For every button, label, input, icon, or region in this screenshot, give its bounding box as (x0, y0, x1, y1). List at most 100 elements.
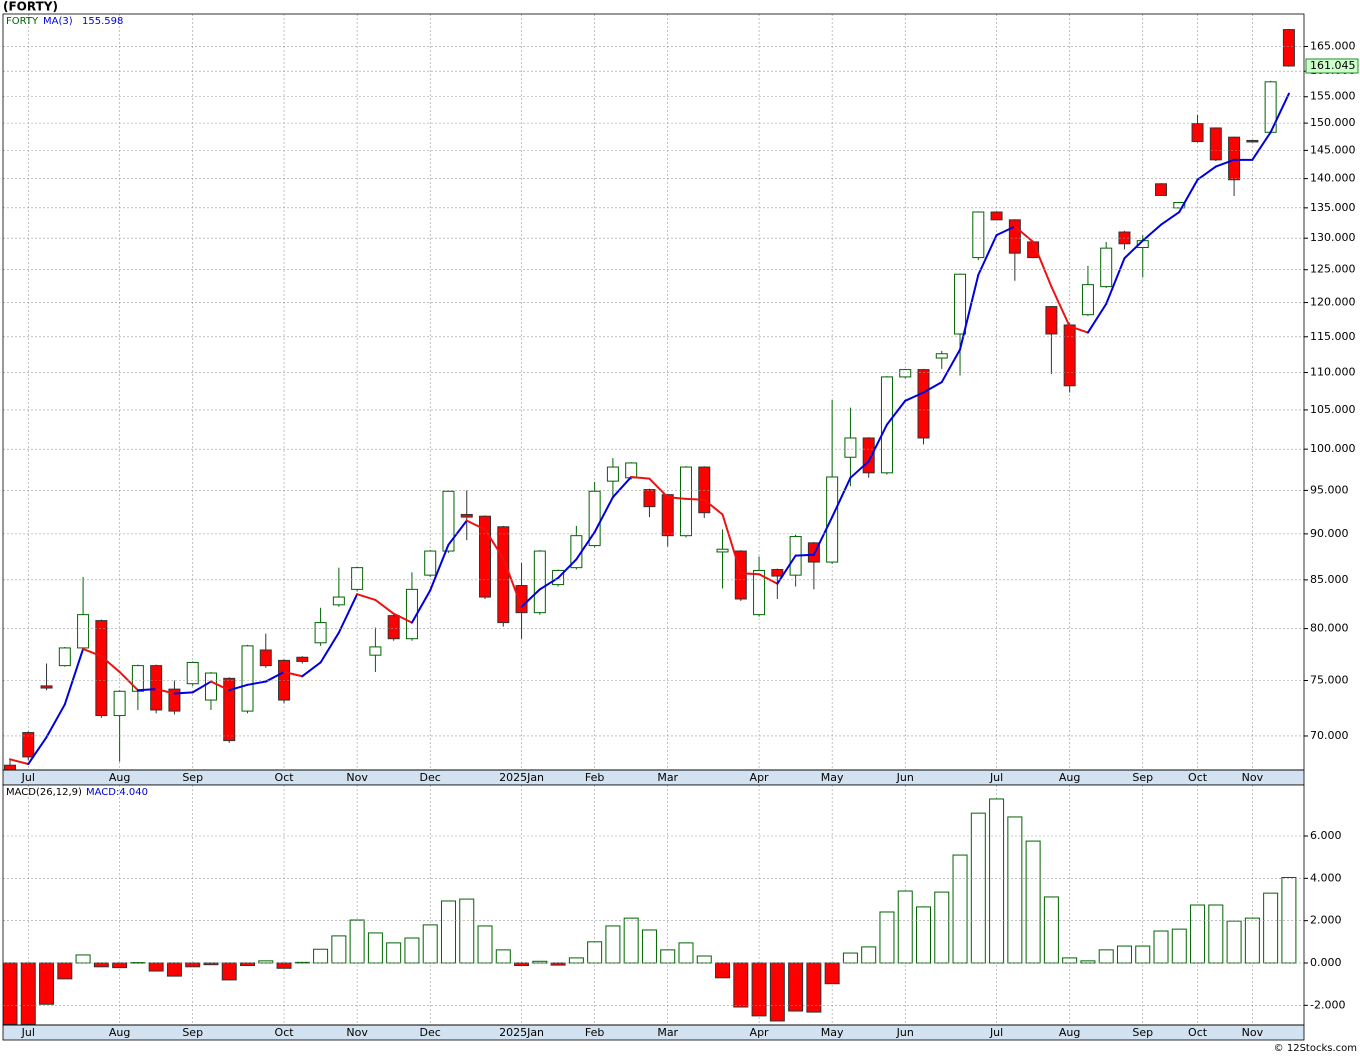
macd-bar (1043, 896, 1059, 964)
ma-segment (27, 736, 48, 766)
candle-body (1008, 219, 1021, 254)
macd-bar (1226, 920, 1242, 964)
ma-segment (593, 496, 614, 534)
page-title: (FORTY) (3, 0, 58, 14)
ma-segment (1178, 178, 1199, 214)
x-tick-label: 2025Jan (499, 771, 544, 784)
macd-bar (514, 962, 530, 967)
candle-body (95, 620, 108, 717)
candle-body (369, 646, 382, 656)
candle-body (606, 466, 619, 482)
x-tick-label: Feb (585, 1026, 604, 1039)
macd-bar (916, 906, 931, 964)
macd-bar (568, 957, 584, 964)
ma-segment (410, 589, 432, 624)
ma-segment (520, 588, 541, 608)
macd-bar (751, 962, 767, 1017)
candle-body (131, 665, 144, 692)
x-tick-label: Sep (182, 1026, 203, 1039)
macd-bar (660, 949, 676, 964)
macd-bar (367, 932, 383, 964)
y-tick-label: 105.000 (1310, 403, 1356, 416)
macd-bar (57, 962, 73, 980)
macd-bar (495, 949, 511, 964)
plot-frame (2, 784, 1305, 1026)
ma-segment (849, 460, 870, 479)
candle-body (753, 569, 766, 616)
ma-segment (356, 593, 377, 601)
candle-body (1155, 183, 1168, 196)
macd-bar (112, 962, 128, 969)
macd-bar (1190, 904, 1206, 964)
macd-bar (733, 962, 749, 1008)
y-tick-label: 115.000 (1310, 330, 1356, 343)
macd-bar (550, 962, 566, 966)
candle-body (826, 476, 839, 563)
ma-segment (63, 647, 85, 706)
ma-segment (922, 381, 943, 394)
ma-segment (502, 557, 523, 608)
macd-bar (1062, 957, 1078, 964)
x-tick-label: Dec (420, 1026, 441, 1039)
macd-bar (294, 961, 310, 964)
candle-body (844, 437, 857, 458)
y-tick-label: 4.000 (1310, 871, 1342, 884)
candle-body (1081, 284, 1094, 316)
ma-segment (995, 225, 1016, 237)
ma-segment (575, 531, 596, 561)
x-tick-label: Feb (585, 771, 604, 784)
macd-bar (715, 962, 731, 979)
candle-body (241, 645, 254, 712)
x-tick-label: Dec (420, 771, 441, 784)
candle-body (259, 649, 272, 667)
ma-segment (429, 543, 450, 592)
ma-segment (1105, 257, 1126, 305)
macd-bar (1208, 904, 1224, 964)
ma-segment (940, 348, 962, 384)
macd-bar (952, 854, 968, 964)
macd-bar (861, 946, 877, 964)
candle-body (223, 677, 236, 742)
macd-bar (422, 924, 438, 964)
candle-body (515, 585, 528, 614)
macd-bar (1171, 928, 1187, 964)
ma-segment (392, 612, 413, 624)
x-tick-label: Sep (1132, 1026, 1153, 1039)
ma-segment (319, 631, 340, 664)
macd-bar (331, 935, 347, 964)
ma-segment (374, 598, 395, 615)
macd-bar (313, 948, 329, 964)
macd-bar (587, 941, 603, 964)
candle-body (387, 615, 400, 640)
ma-segment (191, 680, 212, 694)
ma-segment (301, 661, 322, 678)
macd-bar (678, 942, 694, 964)
candle-body (734, 550, 747, 600)
legend-ma: MA(3) (43, 16, 73, 27)
ma-segment (45, 703, 66, 739)
macd-bar (93, 962, 109, 968)
ma-segment (155, 688, 176, 695)
ma-segment (1123, 239, 1144, 260)
macd-bar (1244, 917, 1260, 964)
ma-segment (611, 475, 633, 499)
ma-segment (100, 655, 121, 673)
x-tick-label: Jun (896, 771, 914, 784)
ma-segment (1086, 302, 1108, 334)
marks (4, 29, 1295, 770)
ma-segment (136, 688, 158, 692)
price-label: 161.045 (1310, 59, 1356, 72)
macd-bar (148, 962, 164, 972)
y-tick-label: 125.000 (1310, 263, 1356, 276)
macd-bar (3, 962, 18, 1025)
y-tick-label: 165.000 (1310, 39, 1356, 52)
ma-segment (703, 498, 724, 516)
candle-body (497, 526, 510, 624)
x-tick-label: May (821, 771, 844, 784)
macd-bar (1025, 840, 1041, 964)
candle-body (1282, 29, 1295, 67)
y-tick-label: 100.000 (1310, 442, 1356, 455)
ma-segment (666, 496, 687, 500)
ma-segment (648, 477, 669, 499)
macd-bar (349, 919, 365, 964)
